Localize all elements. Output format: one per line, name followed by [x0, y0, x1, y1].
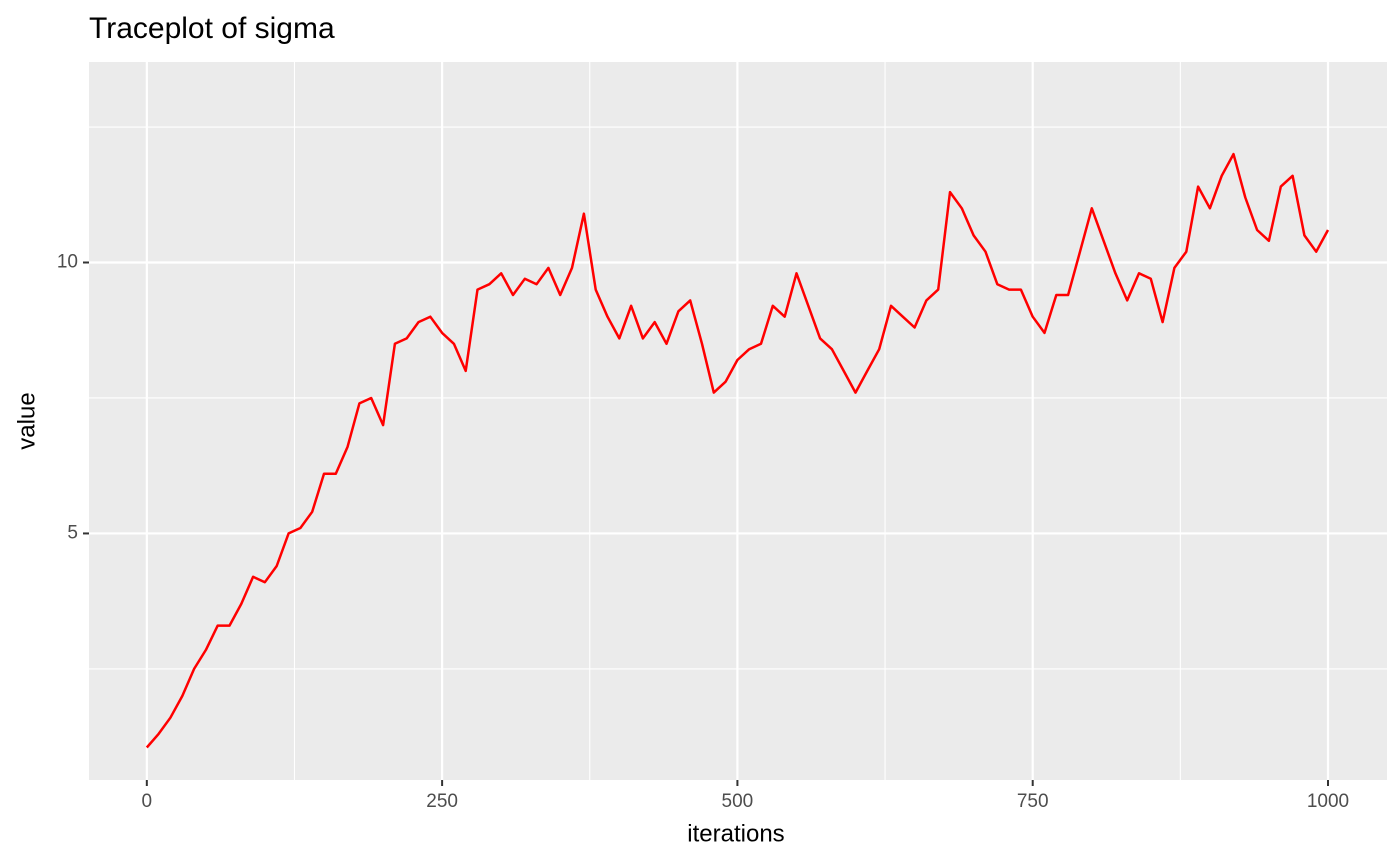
y-axis-label: value	[13, 392, 40, 449]
trace-line	[145, 152, 1330, 749]
x-tick-label: 250	[426, 791, 458, 812]
x-tick-label: 1000	[1307, 791, 1349, 812]
x-axis-label: iterations	[687, 820, 784, 847]
chart-title: Traceplot of sigma	[89, 12, 335, 45]
y-tick-label: 5	[67, 522, 78, 543]
x-tick-label: 750	[1017, 791, 1049, 812]
x-tick-label: 500	[722, 791, 754, 812]
y-tick-label: 10	[57, 252, 78, 273]
x-tick-label: 0	[142, 791, 153, 812]
